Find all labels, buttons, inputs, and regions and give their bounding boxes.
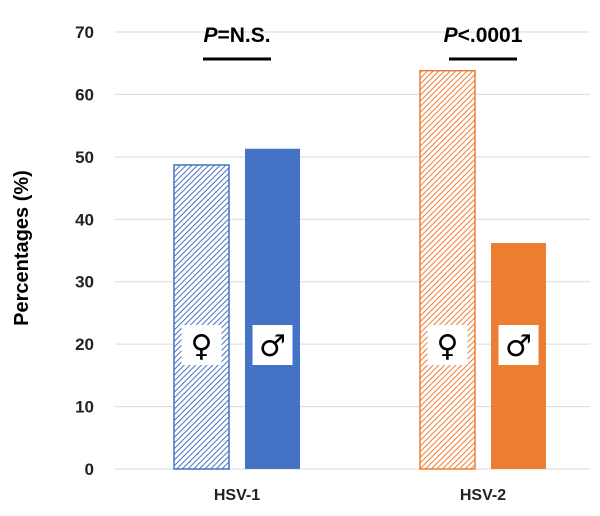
male-symbol-icon: ♂ [505, 329, 532, 364]
y-tick-label: 70 [75, 23, 94, 42]
y-axis-title: Percentages (%) [11, 170, 33, 326]
y-tick-label: 20 [75, 335, 94, 354]
female-symbol-box [427, 325, 468, 365]
bar-male-hsv-1 [245, 148, 300, 469]
male-symbol-icon: ♂ [259, 329, 286, 364]
female-symbol-box [181, 325, 222, 365]
significance-label: P<.0001 [444, 24, 523, 47]
x-category-label: HSV-1 [214, 487, 260, 504]
bars: ♀ ♂ ♀ ♂ [173, 69, 546, 470]
bar-female-hsv-1 [173, 164, 230, 470]
bar-female-hsv-2 [419, 69, 476, 470]
y-tick-label: 60 [75, 85, 94, 104]
y-tick-label: 0 [85, 460, 94, 479]
x-axis-categories: HSV-1 HSV-2 [214, 487, 506, 504]
y-tick-label: 10 [75, 398, 94, 417]
y-tick-label: 40 [75, 210, 94, 229]
female-symbol-icon: ♀ [437, 329, 459, 364]
y-axis-ticks: 0 10 20 30 40 50 60 70 [75, 23, 94, 479]
x-category-label: HSV-2 [460, 487, 506, 504]
significance-label: P=N.S. [203, 24, 270, 47]
female-symbol-icon: ♀ [191, 329, 213, 364]
male-symbol-box [252, 325, 293, 365]
y-tick-label: 30 [75, 273, 94, 292]
y-tick-label: 50 [75, 148, 94, 167]
significance-annotations: P=N.S. P<.0001 [203, 24, 523, 61]
male-symbol-box [498, 325, 539, 365]
